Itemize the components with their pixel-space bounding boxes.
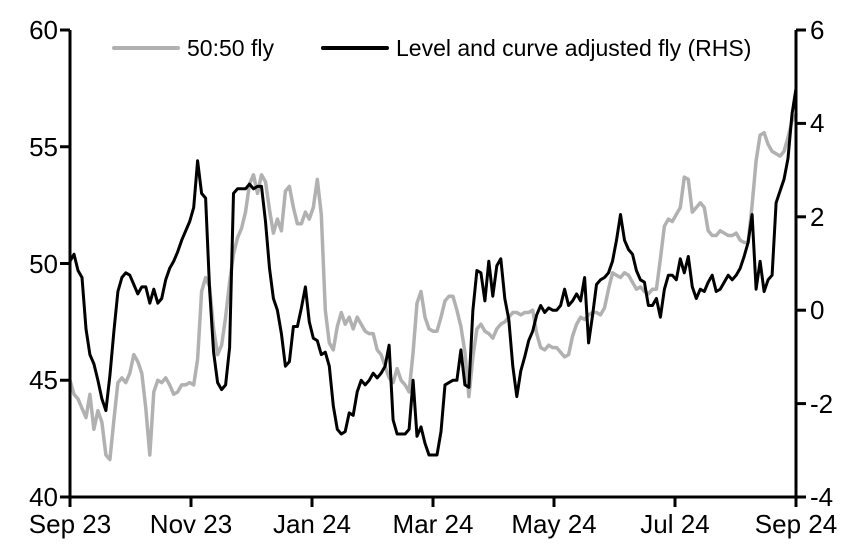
y-right-tick-label: -2 (810, 389, 834, 419)
y-right-tick-label: 6 (810, 15, 825, 45)
x-tick-label: Mar 24 (392, 509, 474, 539)
x-tick-label: Jan 24 (272, 509, 352, 539)
x-tick-label: Sep 24 (754, 509, 838, 539)
legend-label: 50:50 fly (187, 35, 274, 61)
y-left-tick-label: 50 (29, 249, 58, 279)
legend-label: Level and curve adjusted fly (RHS) (396, 35, 752, 61)
y-left-tick-label: 55 (29, 132, 58, 162)
x-tick-label: May 24 (511, 509, 597, 539)
y-right-tick-label: 0 (810, 295, 825, 325)
x-tick-label: Sep 23 (28, 509, 112, 539)
series-line-right (68, 86, 798, 457)
y-left-tick-label: 60 (29, 15, 58, 45)
y-left-tick-label: 40 (29, 482, 58, 512)
y-right-tick-label: -4 (810, 482, 834, 512)
x-tick-label: Nov 23 (149, 509, 233, 539)
legend-swatch-black (321, 46, 389, 50)
legend-swatch-gray (112, 46, 180, 50)
y-left-tick-label: 45 (29, 365, 58, 395)
x-tick-label: Jul 24 (640, 509, 710, 539)
y-right-tick-label: 2 (810, 202, 825, 232)
y-right-tick-label: 4 (810, 108, 825, 138)
series-line-left (68, 112, 798, 462)
legend-item-level-curve-fly: Level and curve adjusted fly (RHS) (321, 34, 751, 62)
legend-item-5050-fly: 50:50 fly (112, 34, 274, 62)
